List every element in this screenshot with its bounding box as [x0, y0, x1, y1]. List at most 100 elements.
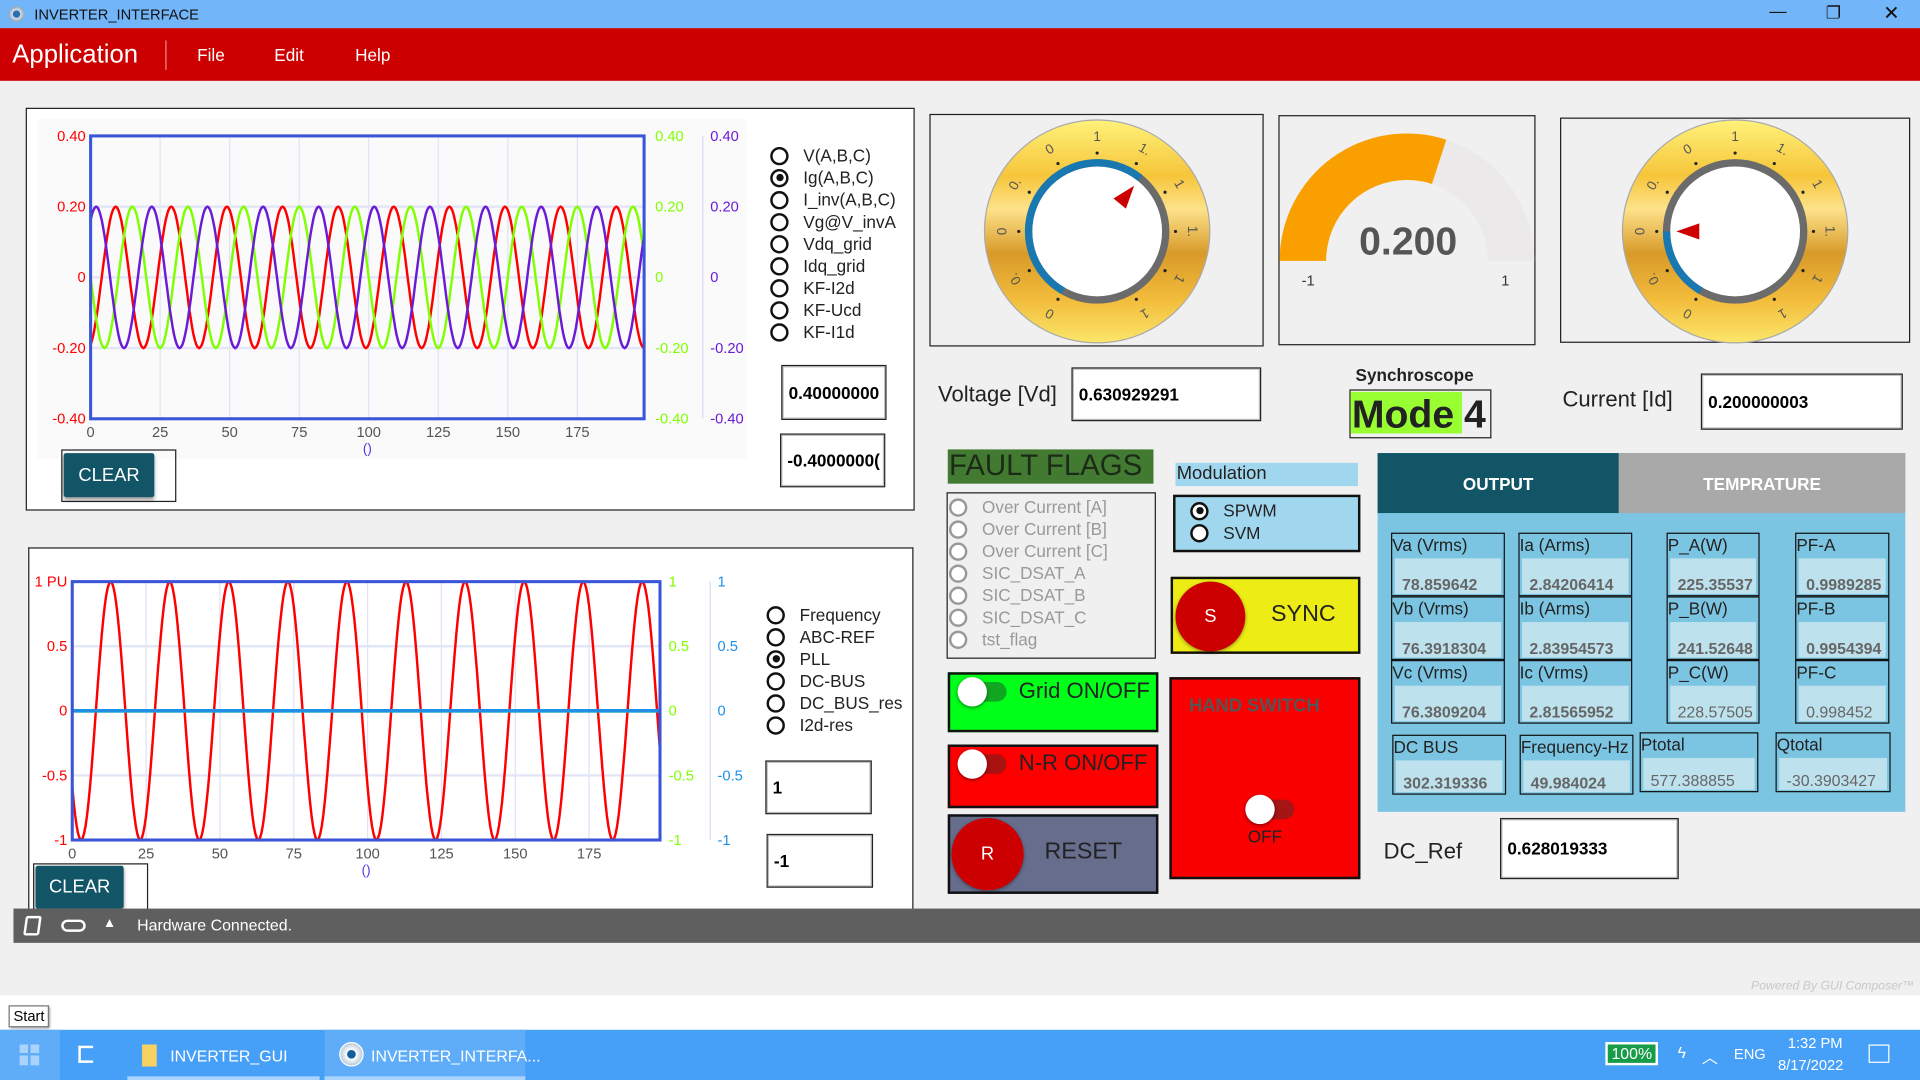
radio-option[interactable]: Vdq_grid [770, 233, 896, 255]
current-knob-panel: 0 0. 0 0. 0 1 1. 1 1. 1 1 [1560, 117, 1911, 344]
plot-frame [89, 134, 646, 421]
series-line [89, 205, 646, 350]
radio-option[interactable]: I_inv(A,B,C) [770, 189, 896, 211]
radio-button[interactable] [770, 278, 789, 297]
radio-button[interactable] [770, 168, 789, 187]
radio-option[interactable]: I2d-res [766, 714, 903, 736]
modulation-option[interactable]: SVM [1190, 522, 1358, 544]
radio-button[interactable] [766, 715, 785, 735]
radio-label: DC-BUS [799, 671, 866, 691]
gauge-max: 1 [1501, 271, 1510, 289]
y-tick-left: 0.20 [57, 200, 86, 216]
radio-button[interactable] [770, 190, 789, 209]
plot1-min-input[interactable]: -0.4000000( [780, 433, 886, 488]
plot2-max-input[interactable]: 1 [765, 760, 872, 815]
menu-edit[interactable]: Edit [274, 45, 304, 65]
y-tick-right1: -0.20 [655, 341, 688, 357]
language-indicator[interactable]: ENG [1733, 1045, 1766, 1063]
minimize-button[interactable]: — [1769, 1, 1787, 21]
radio-button[interactable] [770, 234, 789, 253]
voltage-input[interactable]: 0.630929291 [1071, 367, 1262, 422]
current-knob[interactable]: 00.00.011.11.11 [1561, 119, 1911, 344]
voltage-knob[interactable]: 00.00.011.11.11 [931, 115, 1265, 348]
current-label: Current [Id] [1562, 386, 1673, 412]
y-tick-left: 0.5 [47, 639, 67, 655]
radio-button[interactable] [770, 146, 789, 165]
output-value: -30.3903427 [1779, 757, 1887, 790]
radio-button[interactable] [770, 212, 789, 231]
task-view-icon[interactable] [78, 1045, 94, 1063]
radio-option[interactable]: ABC-REF [766, 626, 903, 648]
radio-button[interactable] [1190, 523, 1209, 542]
current-input[interactable]: 0.200000003 [1700, 373, 1903, 430]
output-label: Vb (Vrms) [1392, 598, 1469, 619]
plot2-clear-button[interactable]: CLEAR [35, 865, 124, 909]
battery-indicator[interactable]: 100% [1605, 1042, 1659, 1066]
radio-button[interactable] [766, 693, 785, 713]
knob-tick [1801, 269, 1805, 273]
radio-option[interactable]: Idq_grid [770, 255, 896, 277]
taskbar-app-inverter-interface[interactable]: INVERTER_INTERFA... [324, 1029, 541, 1080]
output-cell: Ic (Vrms) 2.81565952 [1518, 660, 1633, 724]
x-tick: 125 [429, 846, 454, 862]
modulation-option[interactable]: SPWM [1190, 500, 1358, 522]
radio-option[interactable]: DC-BUS [766, 670, 903, 692]
radio-option[interactable]: PLL [766, 648, 903, 670]
radio-option[interactable]: KF-I1d [770, 321, 896, 343]
grid-toggle-switch[interactable] [957, 677, 1007, 707]
radio-button[interactable] [766, 649, 785, 668]
output-label: Ib (Arms) [1519, 598, 1591, 619]
radio-button[interactable] [766, 671, 785, 691]
hand-switch-toggle[interactable] [1245, 794, 1295, 825]
radio-option[interactable]: DC_BUS_res [766, 692, 902, 714]
knob-value-arc [1024, 159, 1143, 294]
output-value: 577.388855 [1643, 757, 1755, 790]
radio-option[interactable]: KF-I2d [770, 277, 896, 299]
close-button[interactable]: ✕ [1883, 3, 1900, 25]
chevron-up-icon[interactable]: ︿ [1702, 1048, 1718, 1067]
output-label: Frequency-Hz [1520, 737, 1629, 757]
radio-button[interactable] [770, 322, 789, 342]
x-tick: 175 [577, 846, 602, 862]
plot2-min-input[interactable]: -1 [766, 833, 874, 888]
start-button[interactable] [0, 1029, 61, 1080]
radio-option[interactable]: Ig(A,B,C) [770, 167, 896, 189]
radio-option[interactable]: Frequency [766, 604, 903, 626]
radio-option[interactable]: V(A,B,C) [770, 144, 896, 166]
taskbar-app-inverter-gui[interactable]: INVERTER_GUI [127, 1030, 320, 1080]
plot1-max-input[interactable]: 0.40000000 [781, 364, 887, 421]
radio-option[interactable]: KF-Ucd [770, 299, 896, 321]
knob-tick [1733, 151, 1737, 155]
notifications-icon[interactable] [1868, 1044, 1890, 1063]
knob-tick [1163, 269, 1167, 273]
dc-ref-input[interactable]: 0.628019333 [1500, 817, 1679, 880]
output-label: PF-C [1796, 662, 1837, 683]
nr-toggle-panel: N-R ON/OFF [947, 744, 1159, 809]
clock-time[interactable]: 1:32 PM [1787, 1034, 1843, 1052]
tab-output[interactable]: OUTPUT [1377, 453, 1619, 514]
reset-label: RESET [1044, 838, 1123, 865]
maximize-button[interactable]: ❐ [1825, 2, 1842, 23]
reset-button[interactable]: R RESET [947, 814, 1159, 894]
tab-temprature-label: TEMPRATURE [1703, 473, 1821, 493]
tab-temprature[interactable]: TEMPRATURE [1618, 453, 1906, 514]
menu-help[interactable]: Help [355, 45, 391, 65]
y-tick-right1: 0.20 [655, 200, 684, 216]
radio-button[interactable] [1190, 501, 1209, 520]
link-icon[interactable] [61, 919, 86, 932]
book-icon[interactable] [23, 915, 42, 936]
clock-date[interactable]: 8/17/2022 [1777, 1056, 1844, 1074]
x-axis-label: () [362, 862, 371, 877]
radio-option[interactable]: Vg@V_invA [770, 211, 896, 233]
caret-up-icon[interactable]: ▲ [102, 915, 117, 931]
radio-button[interactable] [770, 300, 789, 319]
folder-icon [142, 1044, 157, 1067]
plot1-clear-button[interactable]: CLEAR [63, 453, 155, 498]
radio-button[interactable] [766, 605, 785, 624]
nr-toggle-switch[interactable] [957, 749, 1007, 779]
mode-number: 4 [1463, 391, 1486, 436]
radio-button[interactable] [770, 256, 789, 275]
menu-file[interactable]: File [197, 45, 225, 65]
sync-button[interactable]: S SYNC [1170, 576, 1361, 654]
radio-button[interactable] [766, 627, 785, 646]
